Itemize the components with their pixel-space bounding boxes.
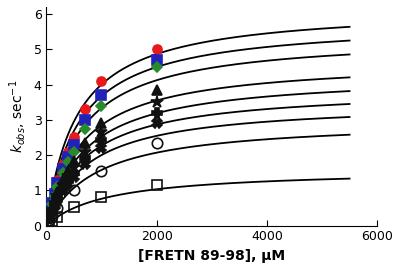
X-axis label: [FRETN 89-98], μM: [FRETN 89-98], μM bbox=[138, 249, 285, 263]
Y-axis label: $k_{obs}$, sec$^{-1}$: $k_{obs}$, sec$^{-1}$ bbox=[7, 80, 28, 153]
